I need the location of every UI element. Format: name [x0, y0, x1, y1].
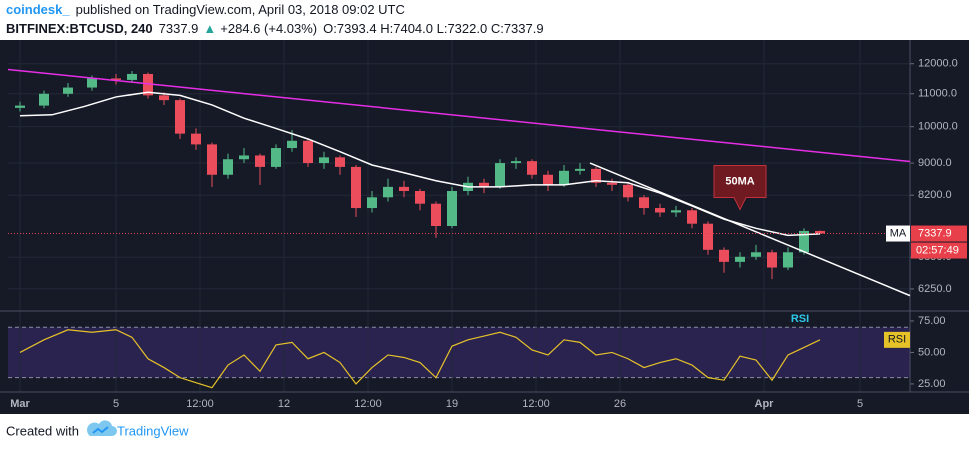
- candle-body: [111, 78, 121, 80]
- arrow: ▲: [203, 21, 216, 36]
- candle-body: [575, 168, 585, 171]
- candle-body: [783, 252, 793, 268]
- candle-body: [527, 161, 537, 175]
- footer-created: Created with: [6, 423, 79, 438]
- y-tick-label: 8200.0: [918, 189, 952, 201]
- y-tick-label: 75.00: [918, 315, 946, 327]
- logo: [87, 420, 117, 436]
- candle-body: [335, 157, 345, 167]
- candle-body: [767, 252, 777, 268]
- candle-body: [735, 256, 745, 262]
- candle-body: [303, 140, 313, 164]
- x-tick-label: 12: [278, 398, 290, 410]
- candle-body: [39, 93, 49, 106]
- last: 7337.9: [159, 21, 199, 36]
- y-tick-label: 50.00: [918, 346, 946, 358]
- x-tick-label: 12:00: [522, 398, 550, 410]
- candle-body: [655, 208, 665, 213]
- candle-body: [87, 78, 97, 88]
- candle-body: [223, 159, 233, 175]
- countdown: 02:57:49: [916, 244, 959, 256]
- footer-brand: TradingView: [117, 423, 189, 438]
- y-tick-label: 9000.0: [918, 157, 952, 169]
- candle-body: [271, 148, 281, 167]
- x-tick-label: Apr: [755, 398, 775, 410]
- candle-body: [319, 157, 329, 164]
- header-line1: coindesk_ published on TradingView.com, A…: [6, 2, 405, 17]
- candle-body: [447, 191, 457, 226]
- candle-body: [63, 87, 73, 94]
- candle-body: [367, 197, 377, 209]
- rsi-line: [19, 329, 821, 389]
- candle-body: [415, 191, 425, 204]
- publisher: coindesk_: [6, 2, 70, 17]
- published: published on TradingView.com, April 03, …: [76, 2, 405, 17]
- y-tick-label: 25.00: [918, 378, 946, 390]
- rsi-band: [8, 327, 910, 378]
- candle-body: [479, 182, 489, 187]
- y-tick-label: 6250.0: [918, 283, 952, 295]
- candle-body: [607, 182, 617, 185]
- y-tick-label: 12000.0: [918, 58, 958, 70]
- candle-body: [559, 170, 569, 185]
- rsi-tag: RSI: [888, 334, 906, 346]
- candle-body: [431, 203, 441, 226]
- candle-body: [623, 184, 633, 198]
- candle-body: [175, 100, 185, 134]
- trendline: [7, 68, 911, 163]
- countdown-box: [911, 242, 967, 259]
- candle-body: [543, 174, 553, 185]
- candle-body: [143, 73, 153, 96]
- candle-body: [239, 155, 249, 160]
- ohlc: O:7393.4 H:7404.0 L:7322.0 C:7337.9: [323, 21, 543, 36]
- candle-body: [351, 166, 361, 209]
- candle-body: [799, 230, 809, 253]
- x-tick-label: 5: [857, 398, 863, 410]
- candle-body: [687, 210, 697, 224]
- x-tick-label: 19: [446, 398, 458, 410]
- candle-body: [719, 249, 729, 262]
- candle-body: [127, 73, 137, 80]
- x-tick-label: 12:00: [354, 398, 382, 410]
- candle-body: [703, 223, 713, 250]
- change: +284.6 (+4.03%): [220, 21, 317, 36]
- y-tick-label: 11000.0: [918, 88, 957, 100]
- candle-body: [159, 95, 169, 101]
- last-price-box: [911, 225, 967, 242]
- candle-body: [751, 252, 761, 257]
- x-tick-label: 5: [113, 398, 119, 410]
- candle-body: [639, 197, 649, 209]
- x-tick-label: 12:00: [186, 398, 214, 410]
- candle-body: [815, 230, 825, 234]
- candle-body: [191, 133, 201, 145]
- trendline: [589, 162, 911, 297]
- candle-body: [495, 163, 505, 187]
- annotation-text: 50MA: [725, 175, 754, 187]
- rsi-tag-box: [884, 331, 910, 348]
- rsi-title: RSI: [791, 313, 809, 325]
- candle-body: [399, 186, 409, 192]
- symbol: BITFINEX:BTCUSD, 240: [6, 21, 153, 36]
- annotation-box: [713, 164, 767, 211]
- candle-body: [591, 168, 601, 183]
- candle-body: [511, 161, 521, 164]
- ma-tag: MA: [890, 227, 907, 239]
- y-tick-label: 10000.0: [918, 121, 958, 133]
- candle-body: [207, 144, 217, 175]
- candle-body: [255, 155, 265, 167]
- x-tick-label: 26: [614, 398, 626, 410]
- candle-body: [383, 186, 393, 198]
- last-price-label: 7337.9: [918, 227, 952, 239]
- header-line2: BITFINEX:BTCUSD, 240 7337.9 ▲ +284.6 (+4.03…: [6, 21, 544, 36]
- candle-body: [15, 105, 25, 108]
- x-tick-label: Mar: [10, 398, 30, 410]
- candle-body: [287, 140, 297, 149]
- candle-body: [671, 210, 681, 213]
- ma-tag-box: [886, 225, 910, 242]
